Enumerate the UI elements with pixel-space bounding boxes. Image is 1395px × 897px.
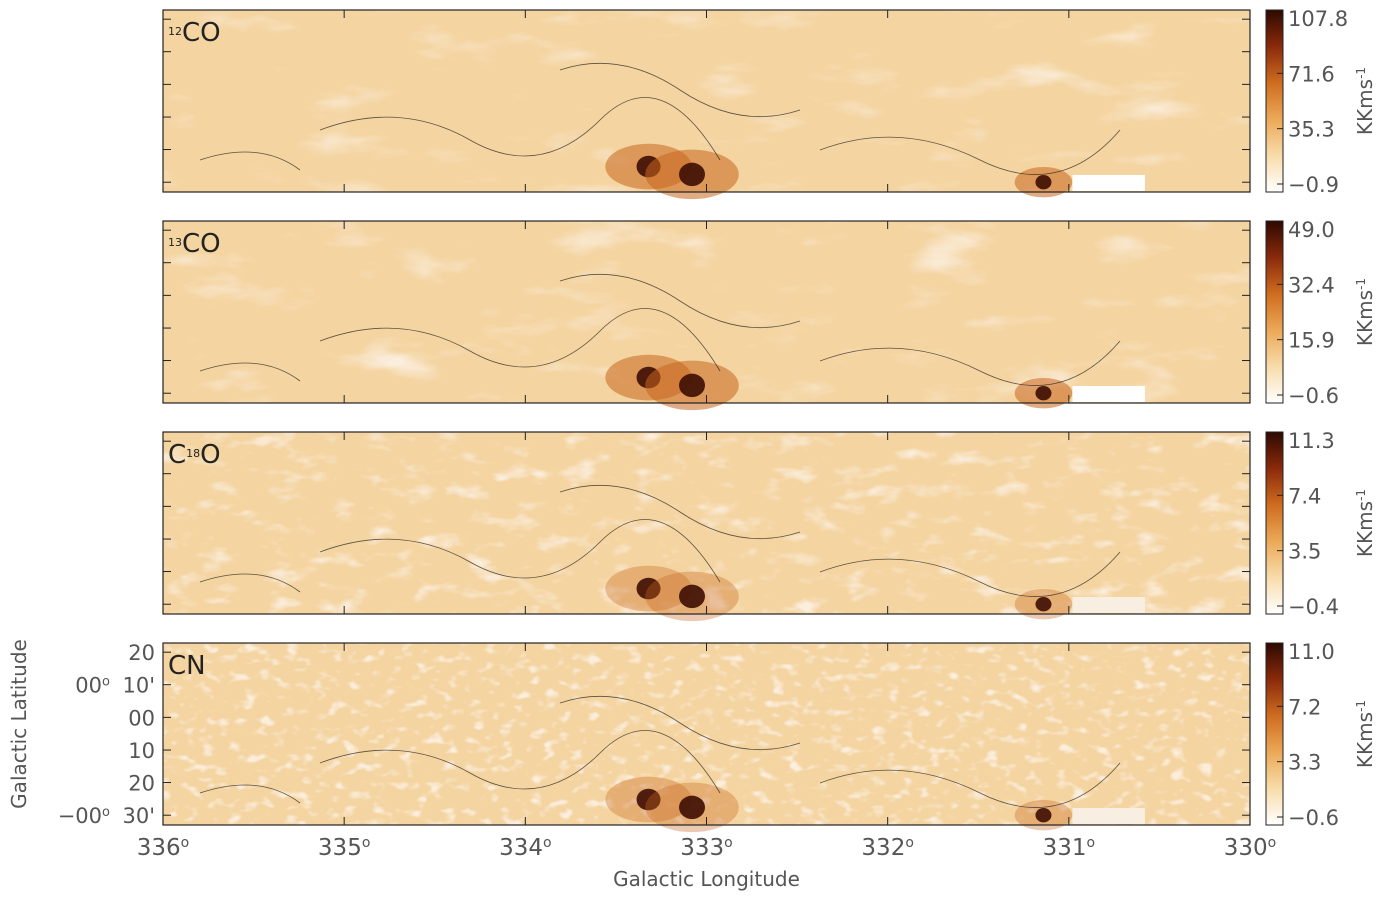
colorbar-tick-label: 107.8 [1288, 7, 1348, 31]
contour-line [559, 62, 801, 118]
unmapped-region [1072, 597, 1145, 613]
emission-core [636, 577, 661, 600]
colorbar-gradient [1265, 431, 1284, 615]
panel-label: C18O [168, 440, 221, 470]
y-degree-label: −00o [58, 804, 110, 828]
contour-line [819, 129, 1121, 175]
panel-4: CN 11.0 7.2 3.3 −0.6 KKms-1 [162, 640, 1377, 833]
colorbar-tick-label: −0.9 [1288, 173, 1339, 197]
panel-3: C18O 11.3 7.4 3.5 −0.4 KKms-1 [162, 429, 1377, 622]
colorbar-tick-label: 11.0 [1288, 640, 1335, 664]
emission-core [679, 795, 706, 820]
y-tick-label: 20 [128, 772, 155, 796]
y-tick-label: 00 [128, 706, 155, 730]
panel-label: 12CO [168, 18, 221, 48]
colorbar-tick-label: 7.4 [1288, 484, 1321, 508]
panel-1: 12CO 107.8 71.6 35.3 −0.9 KKms-1 [162, 7, 1377, 200]
contour-line [819, 551, 1121, 597]
emission-core [1035, 808, 1052, 823]
x-tick-label: 334o [499, 835, 551, 861]
y-tick-label: 30' [123, 804, 156, 828]
x-tick-label: 330o [1224, 835, 1276, 861]
contour-line [319, 519, 721, 583]
contour-line [559, 273, 801, 329]
contour-line [559, 695, 801, 751]
colorbar-gradient [1265, 9, 1284, 193]
panel-label: CN [168, 651, 206, 681]
colorbar-gradient [1265, 642, 1284, 826]
y-tick-label: 10' [123, 674, 156, 698]
unmapped-region [1072, 175, 1145, 191]
contour-line [199, 573, 301, 593]
contour-line [559, 484, 801, 540]
emission-core [1035, 386, 1052, 401]
unmapped-region [1072, 386, 1145, 402]
colorbar-tick-label: −0.6 [1288, 806, 1339, 830]
x-tick-label: 331o [1043, 835, 1095, 861]
colorbar-unit: KKms-1 [1353, 700, 1377, 768]
colorbar-tick-label: 3.3 [1288, 751, 1321, 775]
colorbar-tick-label: 32.4 [1288, 273, 1335, 297]
x-tick-label: 336o [137, 835, 189, 861]
colorbar-tick-label: 71.6 [1288, 62, 1335, 86]
emission-core [636, 788, 661, 811]
contour-line [319, 308, 721, 372]
y-axis-label: Galactic Latitude [7, 639, 31, 809]
y-tick-label: 10 [128, 739, 155, 763]
x-tick-label: 335o [318, 835, 370, 861]
contour-line [819, 340, 1121, 386]
contour-line [819, 762, 1121, 808]
panel-label: 13CO [168, 229, 221, 259]
contour-line [319, 730, 721, 794]
colorbar: 11.3 7.4 3.5 −0.4 KKms-1 [1265, 429, 1377, 619]
colorbar-tick-label: 7.2 [1288, 695, 1321, 719]
heatmap-emission [163, 643, 1250, 825]
colorbar: 107.8 71.6 35.3 −0.9 KKms-1 [1265, 7, 1377, 197]
unmapped-region [1072, 808, 1145, 824]
contour-line [199, 784, 301, 804]
panel-2: 13CO 49.0 32.4 15.9 −0.6 KKms-1 [162, 218, 1377, 411]
colorbar-unit: KKms-1 [1353, 278, 1377, 346]
y-degree-label: 00o [75, 674, 110, 698]
emission-core [1035, 175, 1052, 190]
emission-core [679, 162, 706, 187]
colorbar-tick-label: −0.4 [1288, 595, 1339, 619]
contour-line [199, 362, 301, 382]
contour-line [199, 151, 301, 171]
emission-core [679, 584, 706, 609]
colorbar: 11.0 7.2 3.3 −0.6 KKms-1 [1265, 640, 1377, 830]
colorbar: 49.0 32.4 15.9 −0.6 KKms-1 [1265, 218, 1377, 408]
emission-core [679, 373, 706, 398]
emission-core [1035, 597, 1052, 612]
x-tick-label: 332o [861, 835, 913, 861]
x-axis-label: Galactic Longitude [613, 867, 800, 891]
colorbar-tick-label: 35.3 [1288, 118, 1335, 142]
colorbar-tick-label: −0.6 [1288, 384, 1339, 408]
y-tick-label: 20 [128, 641, 155, 665]
colorbar-tick-label: 15.9 [1288, 329, 1335, 353]
colorbar-unit: KKms-1 [1353, 67, 1377, 135]
colorbar-tick-label: 49.0 [1288, 218, 1335, 242]
heatmap-emission [163, 432, 1250, 614]
contour-line [319, 97, 721, 161]
colorbar-unit: KKms-1 [1353, 489, 1377, 557]
colorbar-tick-label: 11.3 [1288, 429, 1335, 453]
x-tick-label: 333o [680, 835, 732, 861]
colorbar-gradient [1265, 220, 1284, 404]
colorbar-tick-label: 3.5 [1288, 540, 1321, 564]
